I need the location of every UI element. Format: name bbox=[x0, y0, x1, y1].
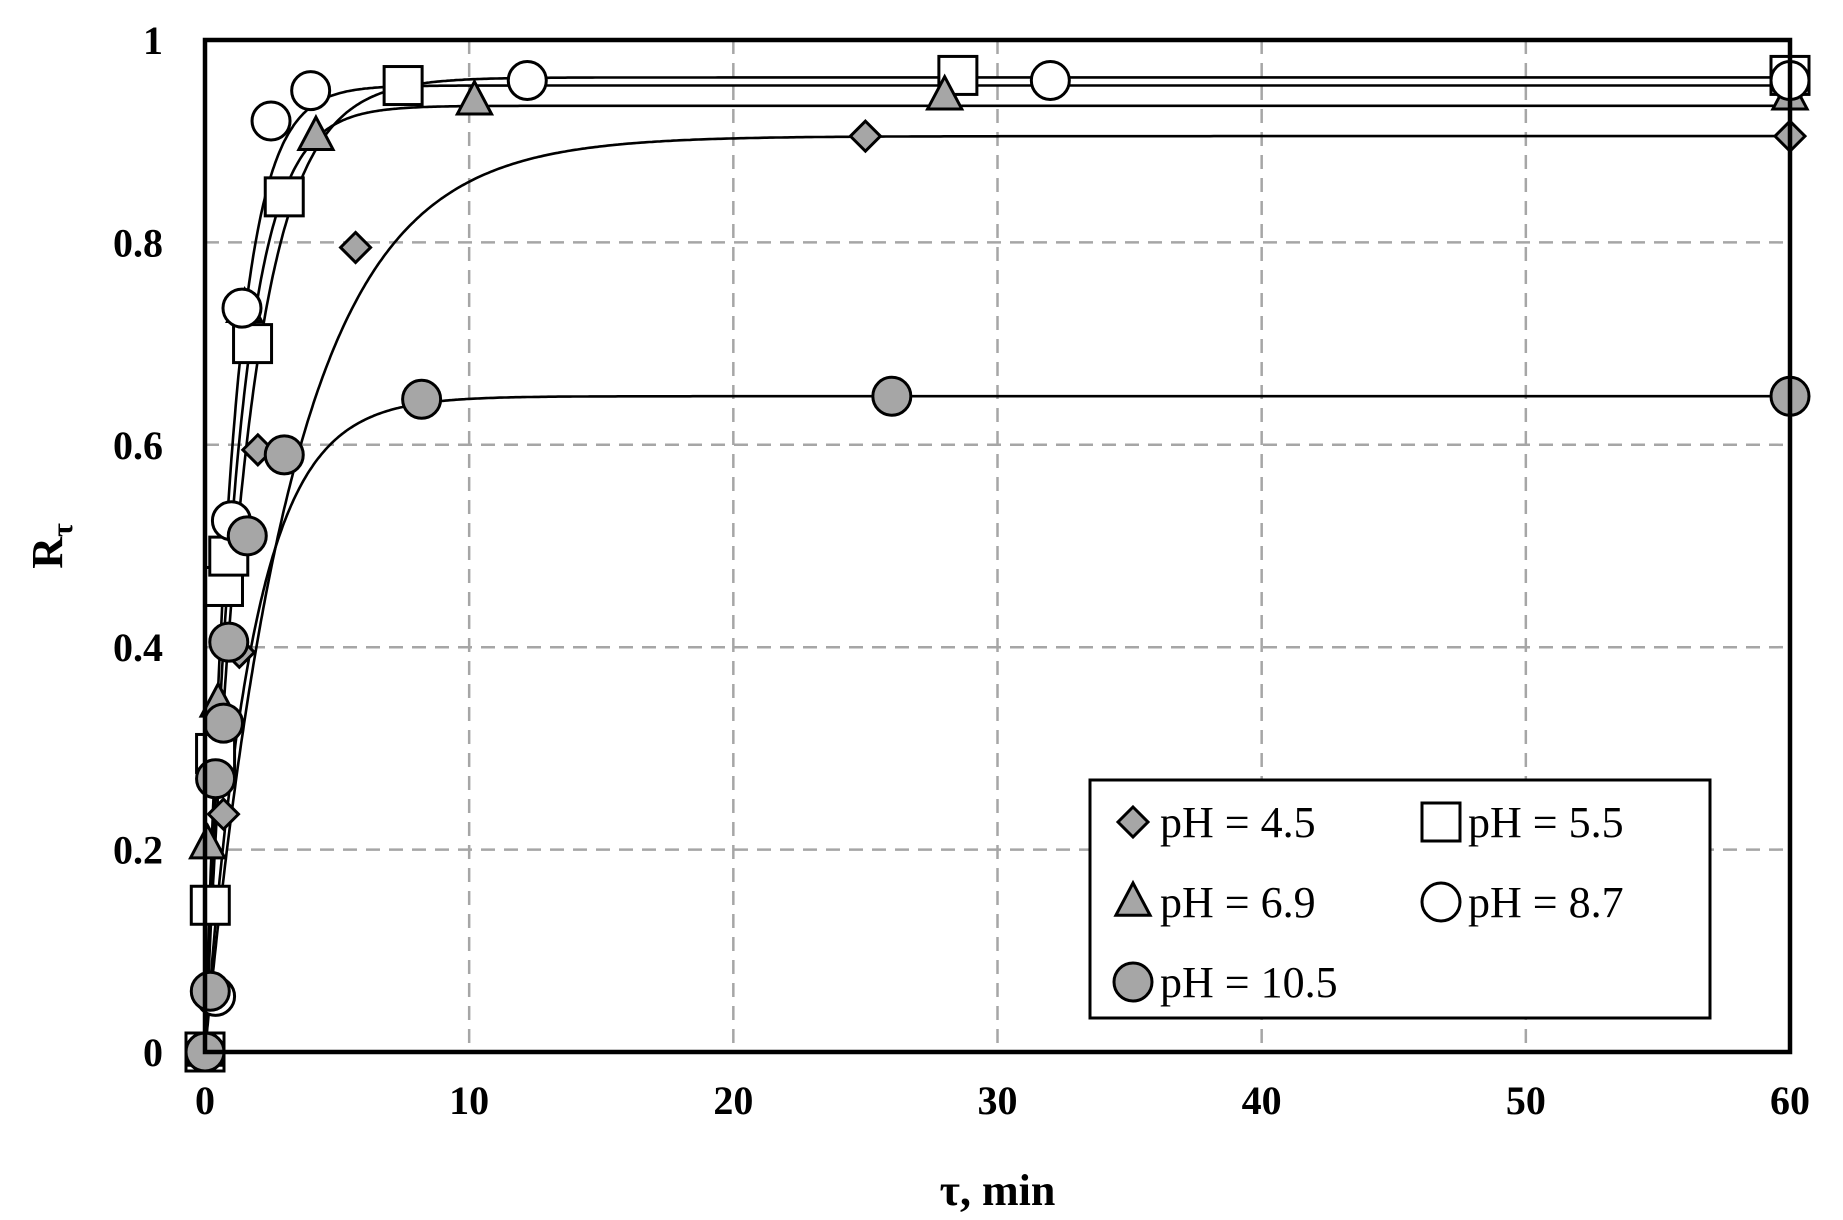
x-axis-tick-labels: 0 10 20 30 40 50 60 bbox=[195, 1078, 1810, 1123]
y-tick-label: 0 bbox=[143, 1030, 163, 1075]
plot-area-frame bbox=[202, 37, 1793, 1055]
y-axis-title-main: R bbox=[23, 536, 72, 569]
data-point-square bbox=[263, 176, 305, 218]
legend-marker-square bbox=[1420, 801, 1462, 843]
data-point-triangle bbox=[925, 73, 965, 111]
legend-marker-diamond bbox=[1115, 804, 1151, 840]
data-point-circle bbox=[263, 434, 305, 476]
fit-curve bbox=[203, 84, 1790, 1052]
legend-label: pH = 8.7 bbox=[1468, 878, 1624, 927]
data-point-triangle bbox=[188, 822, 228, 860]
legend-label: pH = 6.9 bbox=[1160, 878, 1316, 927]
data-point-triangle bbox=[296, 113, 336, 151]
data-point-circle bbox=[189, 970, 231, 1012]
data-point-square bbox=[232, 323, 274, 365]
data-point-circle bbox=[506, 59, 548, 101]
data-point-diamond bbox=[848, 119, 883, 154]
data-point-square bbox=[189, 884, 231, 926]
legend-label: pH = 10.5 bbox=[1160, 958, 1338, 1007]
x-tick-label: 20 bbox=[713, 1078, 753, 1123]
legend-label: pH = 5.5 bbox=[1468, 798, 1624, 847]
y-axis-tick-labels: 0 0.2 0.4 0.6 0.8 1 bbox=[113, 18, 163, 1075]
data-point-circle bbox=[1029, 59, 1071, 101]
data-point-triangle bbox=[454, 78, 495, 116]
data-point-diamond bbox=[338, 230, 373, 265]
x-tick-label: 50 bbox=[1506, 1078, 1546, 1123]
data-point-circle bbox=[290, 70, 332, 112]
y-tick-label: 1 bbox=[143, 18, 163, 63]
x-tick-label: 60 bbox=[1770, 1078, 1810, 1123]
x-tick-label: 40 bbox=[1242, 1078, 1282, 1123]
fit-curve bbox=[203, 76, 1790, 1052]
x-tick-label: 30 bbox=[978, 1078, 1018, 1123]
fit-curve bbox=[203, 134, 1790, 1052]
legend-box bbox=[1088, 778, 1712, 1020]
legend-marker-circle bbox=[1112, 961, 1154, 1003]
data-point-circle bbox=[202, 702, 244, 744]
data-point-circle bbox=[401, 378, 443, 420]
legend-label: pH = 4.5 bbox=[1160, 798, 1316, 847]
y-axis-title: Rτ bbox=[23, 523, 79, 569]
data-point-circle bbox=[208, 621, 250, 663]
x-tick-label: 10 bbox=[449, 1078, 489, 1123]
legend-marker-triangle bbox=[1113, 879, 1153, 917]
data-point-circle bbox=[871, 375, 913, 417]
legend-marker-circle bbox=[1420, 881, 1462, 923]
data-point-circle bbox=[226, 515, 268, 557]
x-axis-title: τ, min bbox=[940, 1166, 1056, 1215]
y-tick-label: 0.2 bbox=[113, 828, 163, 873]
y-tick-label: 0.6 bbox=[113, 423, 163, 468]
grid-lines bbox=[205, 40, 1790, 1052]
data-point-circle bbox=[195, 758, 237, 800]
data-point-circle bbox=[221, 287, 263, 329]
fit-curve bbox=[203, 394, 1790, 1052]
data-point-diamond bbox=[206, 797, 241, 832]
x-tick-label: 0 bbox=[195, 1078, 215, 1123]
data-point-circle bbox=[250, 100, 292, 142]
data-point-square bbox=[382, 65, 424, 107]
y-tick-label: 0.8 bbox=[113, 220, 163, 265]
y-axis-title-subscript: τ bbox=[46, 523, 79, 537]
legend: pH = 4.5 pH = 5.5 pH = 6.9 pH = 8.7 pH = 10.… bbox=[1088, 778, 1712, 1020]
y-tick-label: 0.4 bbox=[113, 625, 163, 670]
